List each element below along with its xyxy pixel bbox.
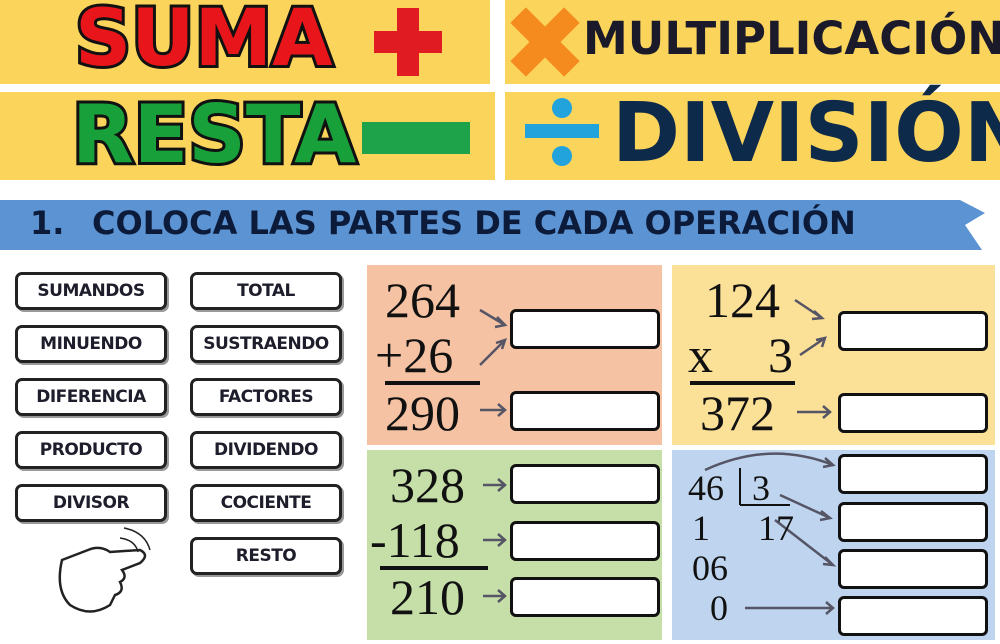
quotient-digit: 1: [692, 508, 710, 548]
banner-strip: [505, 0, 1000, 84]
answer-box[interactable]: [510, 521, 660, 561]
title-division: DIVISIÓN: [612, 86, 1000, 181]
instruction-number: 1.: [30, 204, 65, 242]
answer-box[interactable]: [838, 454, 988, 494]
divide-icon: [525, 98, 599, 166]
title-suma: SUMA: [72, 0, 335, 87]
answer-box[interactable]: [510, 577, 660, 617]
answer-box[interactable]: [838, 311, 988, 351]
factor: 3: [768, 327, 793, 383]
arrows: [479, 298, 837, 615]
instruction-text: COLOCA LAS PARTES DE CADA OPERACIÓN: [92, 204, 856, 242]
factor: 124: [705, 272, 780, 328]
times-sign: x: [688, 327, 713, 383]
word-chip[interactable]: PRODUCTO: [15, 431, 167, 469]
word-chip[interactable]: DIFERENCIA: [15, 378, 167, 416]
answer-box[interactable]: [510, 309, 660, 349]
partial-remainder: 06: [692, 548, 728, 588]
word-chip[interactable]: RESTO: [190, 537, 342, 575]
word-chip[interactable]: DIVISOR: [15, 484, 167, 522]
quotient: 17: [758, 508, 794, 548]
answer-box[interactable]: [838, 393, 988, 433]
word-chip[interactable]: FACTORES: [190, 378, 342, 416]
times-icon: [510, 7, 580, 77]
difference: 210: [390, 569, 465, 625]
word-chip[interactable]: SUMANDOS: [15, 272, 167, 310]
title-multiplicacion: MULTIPLICACIÓN: [583, 12, 1000, 65]
word-chip[interactable]: MINUENDO: [15, 325, 167, 363]
instruction-bar: [0, 200, 985, 250]
answer-box[interactable]: [838, 549, 988, 589]
answer-box[interactable]: [838, 502, 988, 542]
title-resta: RESTA: [69, 85, 359, 184]
word-chip[interactable]: COCIENTE: [190, 484, 342, 522]
minuend: 328: [390, 457, 465, 513]
sum-total: 290: [385, 385, 460, 441]
answer-box[interactable]: [510, 464, 660, 504]
product: 372: [700, 385, 775, 441]
subtrahend: -118: [370, 512, 460, 568]
addend: +26: [375, 327, 454, 383]
divisor: 3: [752, 468, 770, 508]
pointing-hand-icon: [58, 527, 151, 613]
plus-icon: [374, 8, 442, 76]
word-chip[interactable]: TOTAL: [190, 272, 342, 310]
dividend: 46: [688, 468, 724, 508]
word-chip[interactable]: SUSTRAENDO: [190, 325, 342, 363]
answer-box[interactable]: [510, 391, 660, 431]
remainder: 0: [710, 588, 728, 628]
answer-box[interactable]: [838, 596, 988, 636]
word-chip[interactable]: DIVIDENDO: [190, 431, 342, 469]
minus-icon: [362, 122, 470, 154]
addend: 264: [385, 272, 460, 328]
operation-lines: [380, 381, 795, 570]
